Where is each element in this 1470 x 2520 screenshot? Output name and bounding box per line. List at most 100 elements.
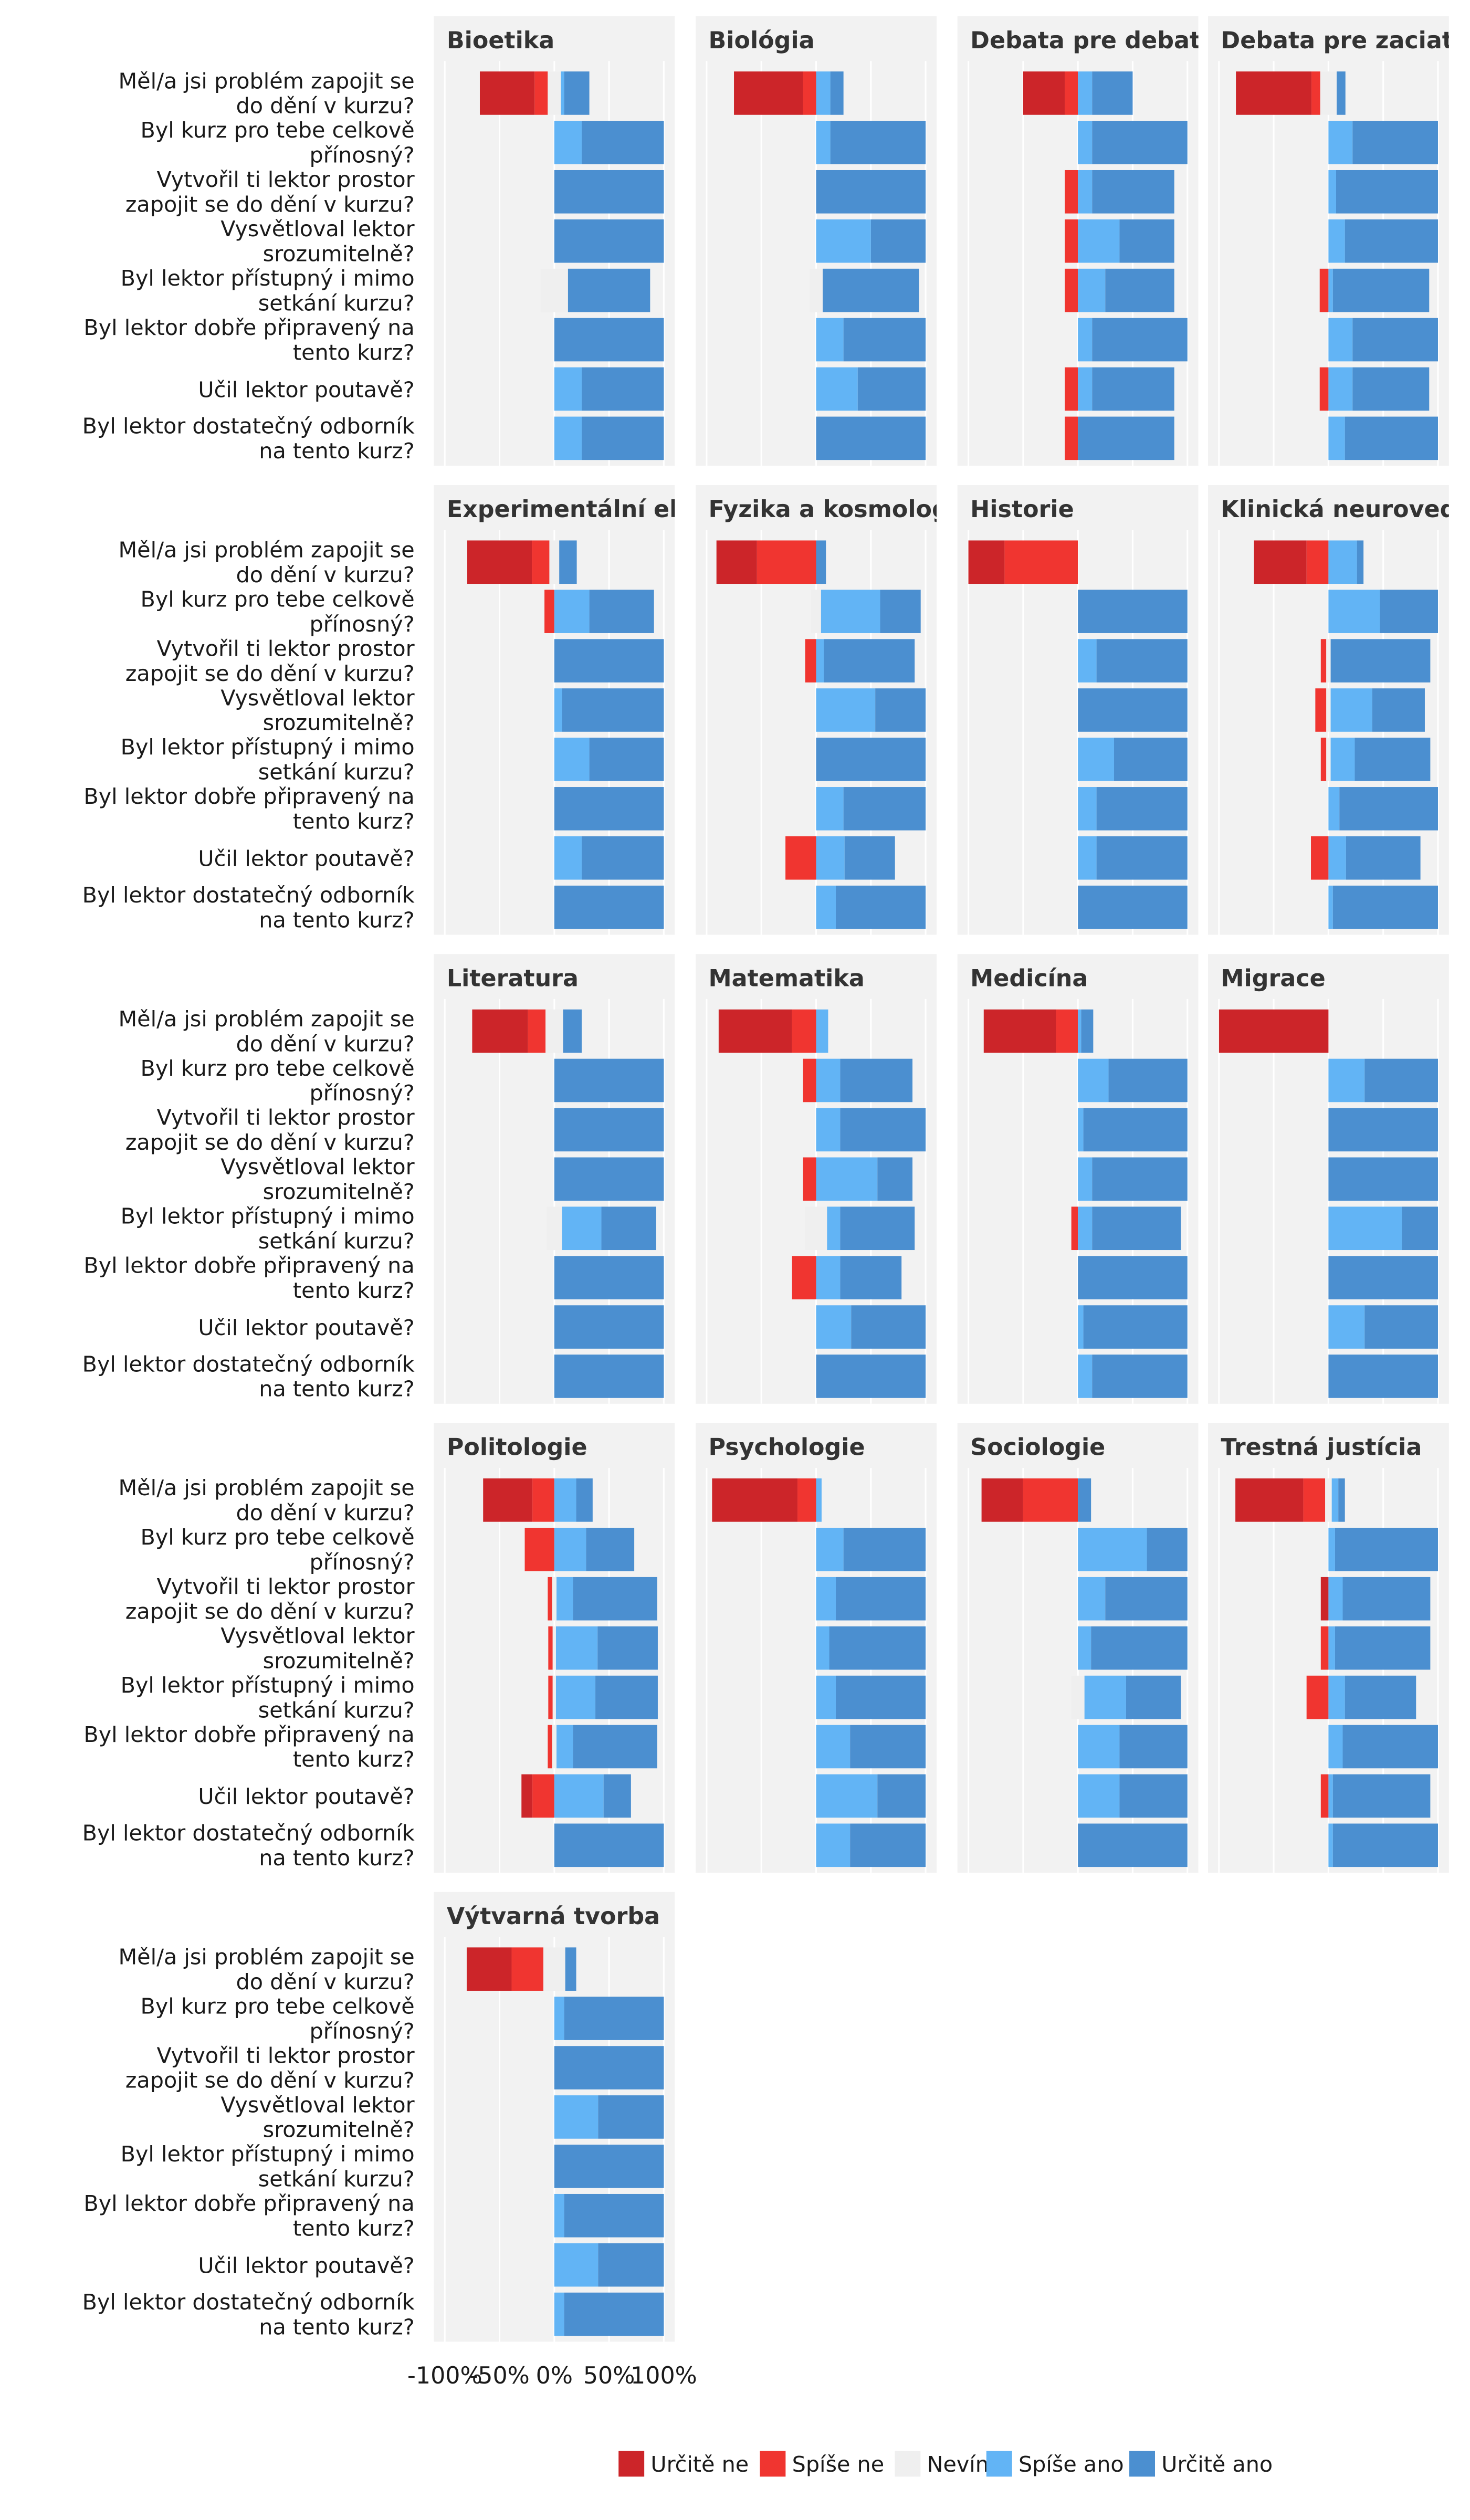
bar-segment xyxy=(561,71,564,115)
bar-segment xyxy=(1330,738,1355,781)
bar-segment xyxy=(816,1626,830,1670)
bar-segment xyxy=(816,688,876,732)
bar-segment xyxy=(1105,1577,1188,1621)
bar-segment xyxy=(1332,268,1430,312)
bar-segment xyxy=(816,738,926,781)
bar-segment xyxy=(851,1305,926,1349)
bar-segment xyxy=(554,639,664,682)
bar-segment xyxy=(1352,121,1438,164)
bar-segment xyxy=(554,1058,664,1102)
bar-segment xyxy=(816,787,844,831)
bar-segment xyxy=(562,688,664,732)
bar-segment xyxy=(809,268,823,312)
bar-segment xyxy=(844,836,895,880)
bar-segment xyxy=(1078,121,1093,164)
bar-segment xyxy=(555,1626,598,1670)
bar-segment xyxy=(1078,1354,1093,1398)
bar-segment xyxy=(554,1478,576,1522)
panel-title: Medicína xyxy=(970,965,1088,992)
bar-segment xyxy=(1372,688,1425,732)
bar-segment xyxy=(548,1675,553,1719)
bar-segment xyxy=(1078,170,1093,214)
bar-segment xyxy=(1078,1305,1084,1349)
panel-title: Literatura xyxy=(447,965,579,992)
bar-segment xyxy=(1311,836,1329,880)
bar-segment xyxy=(1023,1478,1078,1522)
bar-segment xyxy=(521,1774,533,1818)
bar-segment xyxy=(857,367,926,411)
legend-swatch xyxy=(760,2451,786,2477)
bar-segment xyxy=(1078,1009,1082,1053)
bar-segment xyxy=(1328,367,1353,411)
bar-segment xyxy=(472,1009,528,1053)
bar-segment xyxy=(549,540,560,584)
bar-segment xyxy=(554,1774,604,1818)
bar-segment xyxy=(555,1675,596,1719)
question-label: Vytvořil ti lektor prostor zapojit se do … xyxy=(125,167,415,217)
bar-segment xyxy=(1078,268,1106,312)
bar-segment xyxy=(1335,1626,1431,1670)
question-label: Měl/a jsi problém zapojit se do dění v ku… xyxy=(119,538,415,587)
bar-segment xyxy=(1078,219,1120,263)
legend-swatch xyxy=(618,2451,645,2477)
bar-segment xyxy=(1078,590,1188,633)
bar-segment xyxy=(1328,1823,1333,1867)
bar-segment xyxy=(816,885,836,929)
bar-segment xyxy=(554,1997,564,2040)
legend-label: Nevím xyxy=(927,2452,996,2477)
bar-segment xyxy=(1078,1774,1120,1818)
bar-segment xyxy=(554,738,590,781)
question-label: Učil lektor poutavě? xyxy=(198,2253,414,2278)
bar-segment xyxy=(1119,1774,1188,1818)
bar-segment xyxy=(803,1058,816,1102)
bar-segment xyxy=(547,1206,562,1251)
bar-segment xyxy=(1083,1305,1188,1349)
panel-title: Migrace xyxy=(1221,965,1325,992)
panel-title: Debata pre zaciatocnikov xyxy=(1221,27,1470,54)
bar-segment xyxy=(589,738,664,781)
bar-segment xyxy=(1092,1206,1181,1251)
bar-segment xyxy=(836,1577,926,1621)
bar-segment xyxy=(1328,1725,1343,1769)
bar-segment xyxy=(1320,1626,1329,1670)
bar-segment xyxy=(1108,1058,1188,1102)
bar-segment xyxy=(554,1305,664,1349)
bar-segment xyxy=(554,416,582,460)
bar-segment xyxy=(597,1626,658,1670)
question-label: Byl lektor dostatečný odborník na tento k… xyxy=(82,2290,415,2339)
bar-segment xyxy=(543,1947,565,1991)
bar-segment xyxy=(1328,268,1333,312)
question-label: Byl lektor přístupný i mimo setkání kurzu… xyxy=(121,2141,415,2191)
bar-segment xyxy=(1119,1725,1188,1769)
bar-segment xyxy=(816,318,844,362)
question-label: Byl lektor dostatečný odborník na tento k… xyxy=(82,1351,415,1401)
bar-segment xyxy=(1126,1675,1181,1719)
question-label: Byl lektor dobře připravený na tento kurz… xyxy=(83,784,414,834)
bar-segment xyxy=(1236,71,1312,115)
bar-segment xyxy=(816,367,858,411)
bar-segment xyxy=(554,2095,598,2139)
bar-segment xyxy=(1078,787,1097,831)
bar-segment xyxy=(1319,367,1329,411)
bar-segment xyxy=(1346,836,1421,880)
bar-segment xyxy=(554,2046,664,2090)
bar-segment xyxy=(1332,1823,1438,1867)
bar-segment xyxy=(1320,738,1327,781)
bar-segment xyxy=(595,1675,658,1719)
question-label: Byl kurz pro tebe celkově přínosný? xyxy=(141,1993,415,2043)
bar-segment xyxy=(524,1527,554,1571)
bar-segment xyxy=(1328,787,1340,831)
bar-segment xyxy=(554,1354,664,1398)
bar-segment xyxy=(1071,1675,1085,1719)
bar-segment xyxy=(816,219,871,263)
bar-segment xyxy=(816,1527,844,1571)
bar-segment xyxy=(843,318,926,362)
bar-segment xyxy=(1320,1774,1329,1818)
bar-segment xyxy=(552,1626,556,1670)
panel-title: Sociologie xyxy=(970,1434,1105,1461)
panel-title: Výtvarná tvorba xyxy=(447,1903,660,1930)
question-label: Vysvětloval lektor srozumitelně? xyxy=(220,1623,414,1673)
bar-segment xyxy=(1078,318,1093,362)
bar-segment xyxy=(816,1305,852,1349)
bar-segment xyxy=(797,1478,816,1522)
